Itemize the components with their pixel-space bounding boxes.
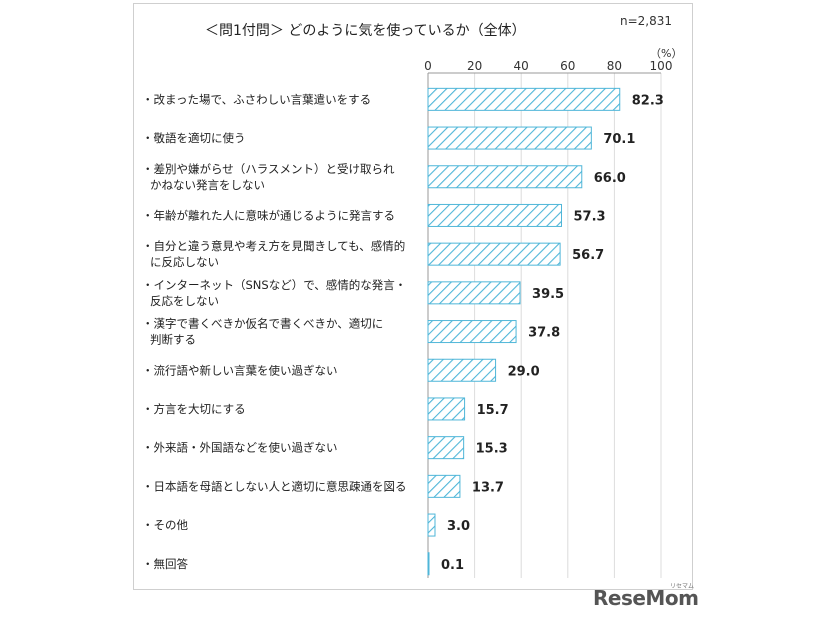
bar	[427, 203, 563, 227]
value-label: 3.0	[447, 519, 470, 534]
category-label: ・年齢が離れた人に意味が通じるように発言する	[142, 208, 395, 222]
bar	[427, 513, 436, 537]
bar	[427, 397, 466, 421]
resemom-logo-kana: リセマム	[670, 583, 695, 590]
bar	[427, 436, 465, 460]
category-label-line: 判断する	[150, 333, 196, 347]
value-label: 13.7	[472, 480, 504, 495]
unit-label: （%）	[650, 47, 683, 60]
bar	[427, 474, 461, 498]
category-label: ・敬語を適切に使う	[142, 131, 246, 145]
value-label: 15.7	[477, 403, 509, 418]
category-label: ・方言を大切にする	[142, 402, 246, 416]
bar	[427, 126, 592, 150]
x-tick-label: 80	[607, 59, 622, 73]
resemom-logo-text: ReseMom	[593, 586, 699, 610]
value-label: 57.3	[574, 209, 606, 224]
category-label: ・改まった場で、ふさわしい言葉遣いをする	[142, 92, 371, 106]
resemom-logo: ReseMom リセマム	[593, 583, 699, 610]
x-tick-label: 0	[424, 59, 432, 73]
category-label: ・漢字で書くべきか仮名で書くべきか、適切に判断する	[142, 317, 383, 347]
value-label: 0.1	[441, 558, 464, 573]
x-tick-label: 20	[467, 59, 482, 73]
value-label: 82.3	[632, 93, 664, 108]
x-tick-label: 100	[650, 59, 673, 73]
category-label: ・インターネット（SNSなど）で、感情的な発言・反応をしない	[142, 278, 406, 308]
bar	[427, 242, 561, 266]
bar	[427, 87, 621, 111]
sample-size: n=2,831	[620, 14, 673, 28]
bar	[427, 165, 583, 189]
category-label-line: ・差別や嫌がらせ（ハラスメント）と受け取られ	[142, 162, 395, 176]
category-label-line: ・漢字で書くべきか仮名で書くべきか、適切に	[142, 317, 383, 331]
category-label-line: ・インターネット（SNSなど）で、感情的な発言・	[142, 278, 406, 292]
value-label: 56.7	[572, 248, 604, 263]
chart-title: ＜問1付問＞ どのように気を使っているか（全体）	[205, 23, 526, 39]
bar	[427, 552, 430, 576]
category-label-line: に反応しない	[150, 255, 219, 269]
bar	[427, 320, 517, 344]
category-label: ・外来語・外国語などを使い過ぎない	[142, 441, 338, 455]
category-label-line: 反応をしない	[150, 294, 219, 308]
value-label: 29.0	[508, 364, 540, 379]
category-label-line: ・自分と違う意見や考え方を見聞きしても、感情的	[142, 239, 405, 253]
x-tick-label: 40	[514, 59, 529, 73]
value-label: 70.1	[603, 132, 635, 147]
category-label: ・日本語を母語としない人と適切に意思疎通を図る	[142, 479, 407, 493]
category-label: ・その他	[142, 518, 188, 532]
value-label: 66.0	[594, 171, 626, 186]
category-label: ・流行語や新しい言葉を使い過ぎない	[142, 363, 338, 377]
value-label: 37.8	[528, 326, 560, 341]
value-label: 15.3	[476, 442, 508, 457]
x-tick-label: 60	[560, 59, 575, 73]
category-label: ・自分と違う意見や考え方を見聞きしても、感情的に反応しない	[142, 239, 405, 269]
category-label-line: かねない発言をしない	[150, 178, 265, 192]
category-label: ・無回答	[142, 557, 188, 571]
value-label: 39.5	[532, 287, 564, 302]
bar	[427, 358, 497, 382]
bar	[427, 281, 521, 305]
category-label: ・差別や嫌がらせ（ハラスメント）と受け取られかねない発言をしない	[142, 162, 395, 192]
